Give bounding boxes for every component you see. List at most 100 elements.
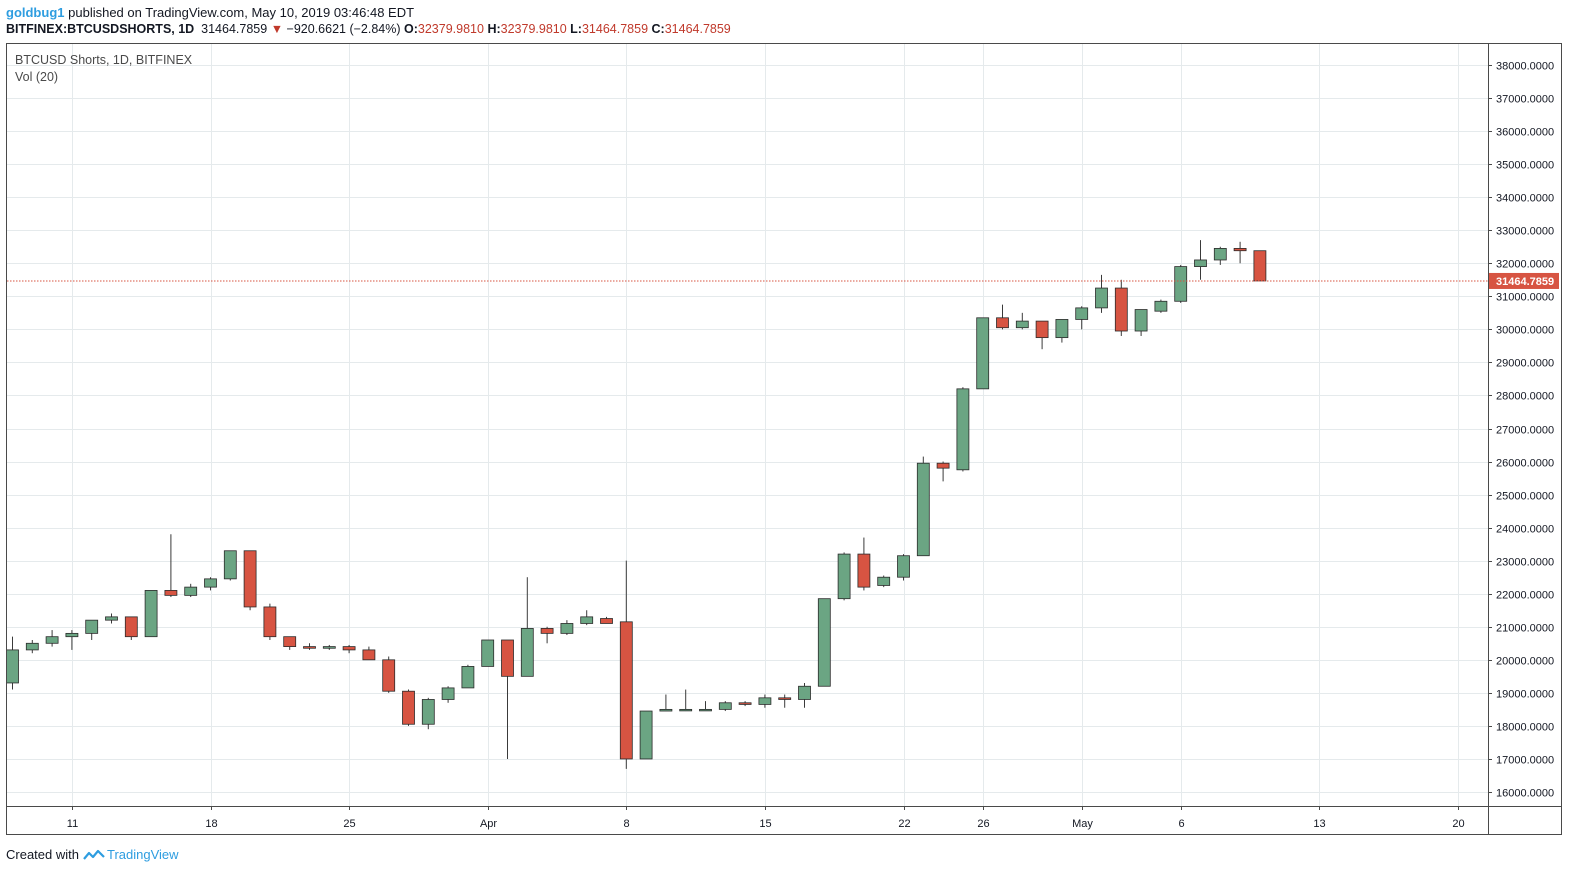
candle-up — [1213, 246, 1227, 265]
candle-body — [501, 639, 514, 677]
candle-body — [659, 708, 673, 712]
candle-up — [679, 689, 693, 712]
candle-body — [798, 685, 811, 700]
x-tick-label: 25 — [343, 818, 355, 830]
y-tick-label: 20000.0000 — [1496, 656, 1554, 668]
candle-up — [1015, 312, 1029, 330]
price-axis[interactable]: 16000.0000 17000.0000 18000.0000 19000.0000… — [1488, 44, 1554, 834]
candle-body — [857, 553, 871, 588]
candle-body — [699, 708, 712, 712]
candle-down — [778, 694, 792, 708]
time-axis[interactable]: 11 18 25 Apr 8 15 22 26 May 6 13 20 — [7, 806, 1561, 830]
author-name[interactable]: goldbug1 — [6, 5, 65, 20]
y-tick-label: 37000.0000 — [1496, 94, 1554, 106]
y-tick-label: 18000.0000 — [1496, 722, 1554, 734]
low-label: L: — [570, 22, 582, 36]
x-tick-label: 18 — [205, 818, 217, 830]
y-tick-label: 21000.0000 — [1496, 623, 1554, 635]
candle-body — [461, 666, 475, 689]
y-tick-label: 27000.0000 — [1496, 425, 1554, 437]
candle-down — [382, 656, 396, 693]
footer: Created with TradingView — [6, 847, 179, 862]
candle-up — [837, 552, 851, 601]
candle-body — [1095, 287, 1108, 309]
candle-body — [976, 317, 990, 390]
x-tick-label: 8 — [623, 818, 629, 830]
candle-up — [817, 598, 831, 687]
candle-up — [105, 613, 118, 624]
candle-body — [758, 697, 772, 705]
candle-up — [204, 577, 217, 591]
candle-body — [441, 687, 455, 700]
symbol-header: BITFINEX:BTCUSDSHORTS, 1D 31464.7859 ▼ −… — [6, 22, 731, 36]
open-label: O: — [404, 22, 418, 36]
candle-body — [560, 623, 574, 634]
y-tick-label: 29000.0000 — [1496, 358, 1554, 370]
candle-down — [738, 701, 752, 707]
y-tick-label: 35000.0000 — [1496, 160, 1554, 172]
y-tick-label: 31000.0000 — [1496, 292, 1554, 304]
volume-legend[interactable]: Vol (20) — [15, 70, 59, 84]
candle-up — [1134, 309, 1148, 336]
high-value: 32379.9810 — [500, 22, 567, 36]
low-value: 31464.7859 — [581, 22, 649, 36]
candle-body — [936, 462, 950, 469]
y-tick-label: 28000.0000 — [1496, 391, 1554, 403]
candle-up — [897, 554, 910, 581]
chart-frame — [6, 43, 1562, 835]
candle-down — [342, 644, 356, 654]
candle-up — [1055, 319, 1069, 343]
candle-down — [857, 537, 871, 591]
y-tick-label: 24000.0000 — [1496, 524, 1554, 536]
series-legend[interactable]: BTCUSD Shorts, 1D, BITFINEX — [15, 53, 193, 67]
x-tick-label: 13 — [1313, 818, 1325, 830]
candle-body — [1035, 320, 1049, 339]
publish-info: goldbug1 published on TradingView.com, M… — [6, 5, 414, 20]
candle-body — [382, 659, 396, 692]
candle-body — [956, 388, 970, 471]
candle-body — [600, 618, 613, 624]
tradingview-brand-link[interactable]: TradingView — [106, 847, 179, 862]
candle-down — [283, 636, 297, 650]
x-tick-label: 20 — [1452, 818, 1464, 830]
grid-lines — [7, 44, 1488, 806]
y-tick-label: 30000.0000 — [1496, 325, 1554, 337]
candle-down — [243, 550, 257, 611]
candle-body — [421, 699, 435, 725]
candle-body — [65, 632, 79, 638]
candle-down — [1114, 279, 1128, 336]
candle-body — [85, 619, 99, 634]
candle-down — [936, 461, 950, 482]
candle-body — [1154, 300, 1168, 312]
candle-body — [639, 710, 653, 760]
y-tick-label: 22000.0000 — [1496, 590, 1554, 602]
candle-body — [1075, 307, 1089, 320]
candle-body — [520, 628, 534, 677]
candle-up — [6, 636, 19, 690]
candle-down — [1233, 241, 1247, 264]
y-tick-label: 16000.0000 — [1496, 788, 1554, 800]
candle-down — [263, 603, 277, 640]
y-tick-label: 19000.0000 — [1496, 689, 1554, 701]
candle-body — [1114, 287, 1128, 332]
down-arrow-icon: ▼ — [270, 22, 284, 36]
candle-up — [461, 664, 475, 689]
price-change: −920.6621 (−2.84%) — [286, 22, 401, 36]
candle-body — [619, 621, 633, 760]
candle-body — [916, 462, 930, 557]
candle-body — [877, 576, 891, 586]
x-tick-label: 6 — [1178, 818, 1184, 830]
y-tick-label: 36000.0000 — [1496, 127, 1554, 139]
candle-body — [124, 616, 138, 638]
candle-up — [956, 387, 970, 472]
candle-up — [65, 630, 79, 650]
last-price: 31464.7859 — [201, 22, 268, 36]
y-tick-label: 33000.0000 — [1496, 226, 1554, 238]
candle-body — [362, 649, 376, 661]
symbol-name: BITFINEX:BTCUSDSHORTS, 1D — [6, 22, 195, 36]
candle-up — [798, 682, 811, 708]
candle-up — [560, 620, 574, 636]
x-tick-label: 22 — [898, 818, 910, 830]
candle-body — [738, 702, 752, 705]
